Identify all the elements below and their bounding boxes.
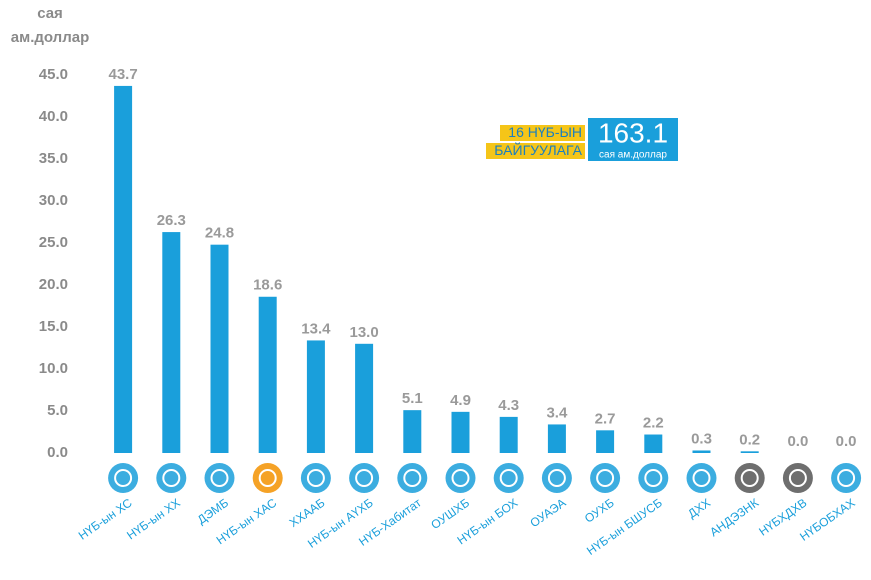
x-tick-label: АНДЭЗНК xyxy=(707,496,761,540)
annotation-bg xyxy=(486,143,585,159)
y-tick-label: 10.0 xyxy=(39,360,68,377)
agency-logo xyxy=(638,463,669,493)
value-label: 0.3 xyxy=(691,430,712,447)
y-tick-label: 0.0 xyxy=(47,444,68,461)
agency-logo xyxy=(156,463,187,493)
value-label: 3.4 xyxy=(546,404,568,421)
bar xyxy=(355,343,374,453)
agency-logo xyxy=(397,463,428,493)
value-label: 13.4 xyxy=(301,320,331,337)
agency-logo-inner xyxy=(258,469,277,487)
x-tick-label: ХХААБ xyxy=(287,496,328,530)
value-label: 5.1 xyxy=(402,390,423,407)
agency-logo-inner xyxy=(499,469,518,487)
x-tick-label: ДЭМБ xyxy=(195,496,231,527)
value-label: 26.3 xyxy=(157,212,186,229)
x-tick-label: ОУШХБ xyxy=(428,496,472,533)
agency-logo-inner xyxy=(837,469,856,487)
agency-logo xyxy=(541,463,572,493)
value-label: 0.0 xyxy=(836,433,857,450)
agency-logo-inner xyxy=(788,469,807,487)
y-tick-label: 25.0 xyxy=(39,234,68,251)
value-label: 18.6 xyxy=(253,277,282,294)
annotation-text: БАЙГУУЛАГА xyxy=(494,141,582,158)
agency-logo xyxy=(686,463,717,493)
agency-logo xyxy=(349,463,380,493)
y-tick-label: 30.0 xyxy=(39,192,68,209)
bar xyxy=(740,451,759,453)
y-axis-label: сая xyxy=(37,5,63,22)
annotation-total: 163.1 xyxy=(598,117,668,148)
value-label: 13.0 xyxy=(349,324,378,341)
agency-logo xyxy=(831,463,862,493)
y-axis-label: ам.доллар xyxy=(11,29,89,46)
bar xyxy=(451,411,470,453)
value-label: 43.7 xyxy=(108,66,137,83)
annotation: 16 НҮБ-ЫН БАЙГУУЛАГА 163.1 сая ам.доллар xyxy=(486,117,678,161)
annotation-text: 16 НҮБ-ЫН xyxy=(508,124,582,140)
agency-logo xyxy=(108,463,139,493)
agency-logo-inner xyxy=(451,469,470,487)
bar xyxy=(644,434,663,453)
agency-logo-inner xyxy=(596,469,615,487)
bar xyxy=(692,450,711,453)
bar xyxy=(403,410,422,453)
value-label: 4.9 xyxy=(450,392,471,409)
x-tick-label: ОУХБ xyxy=(582,496,617,526)
annotation-bg xyxy=(500,125,585,141)
agency-logo-inner xyxy=(162,469,181,487)
value-label: 0.0 xyxy=(787,433,808,450)
value-label: 24.8 xyxy=(205,225,234,242)
bar xyxy=(306,340,325,453)
bar xyxy=(114,85,133,454)
y-tick-label: 15.0 xyxy=(39,318,68,335)
value-label: 2.2 xyxy=(643,414,664,431)
agency-logo-inner xyxy=(692,469,711,487)
annotation-box xyxy=(588,118,678,161)
agency-logo-inner xyxy=(403,469,422,487)
bar xyxy=(258,296,277,453)
agency-logo-inner xyxy=(644,469,663,487)
y-tick-label: 40.0 xyxy=(39,108,68,125)
agency-logo-inner xyxy=(355,469,374,487)
agency-logo-inner xyxy=(210,469,229,487)
value-label: 0.2 xyxy=(739,431,760,448)
agency-logo xyxy=(300,463,331,493)
agency-logo xyxy=(252,463,283,493)
annotation-unit: сая ам.доллар xyxy=(599,150,667,161)
x-tick-label: НҮБ-ын ХС xyxy=(76,495,135,542)
x-tick-label: ДХХ xyxy=(685,496,713,521)
y-tick-label: 5.0 xyxy=(47,402,68,419)
agency-logo-inner xyxy=(306,469,325,487)
y-tick-label: 20.0 xyxy=(39,276,68,293)
agency-logo xyxy=(782,463,813,493)
bar xyxy=(210,244,229,453)
agency-logo xyxy=(445,463,476,493)
value-label: 2.7 xyxy=(595,410,616,427)
bar xyxy=(596,430,615,453)
agency-logo xyxy=(590,463,621,493)
bar xyxy=(162,232,181,453)
agency-logo xyxy=(204,463,235,493)
bar xyxy=(499,416,518,453)
agency-logo-inner xyxy=(114,469,133,487)
x-tick-label: НҮБ-ын ХХ xyxy=(124,496,183,543)
agency-logo-inner xyxy=(740,469,759,487)
x-tick-label: ОУАЭА xyxy=(527,496,568,531)
bar xyxy=(547,424,566,453)
value-label: 4.3 xyxy=(498,397,519,414)
y-tick-label: 45.0 xyxy=(39,66,68,83)
agency-logo xyxy=(493,463,524,493)
agency-logo-inner xyxy=(547,469,566,487)
agency-logo xyxy=(734,463,765,493)
y-tick-label: 35.0 xyxy=(39,150,68,167)
